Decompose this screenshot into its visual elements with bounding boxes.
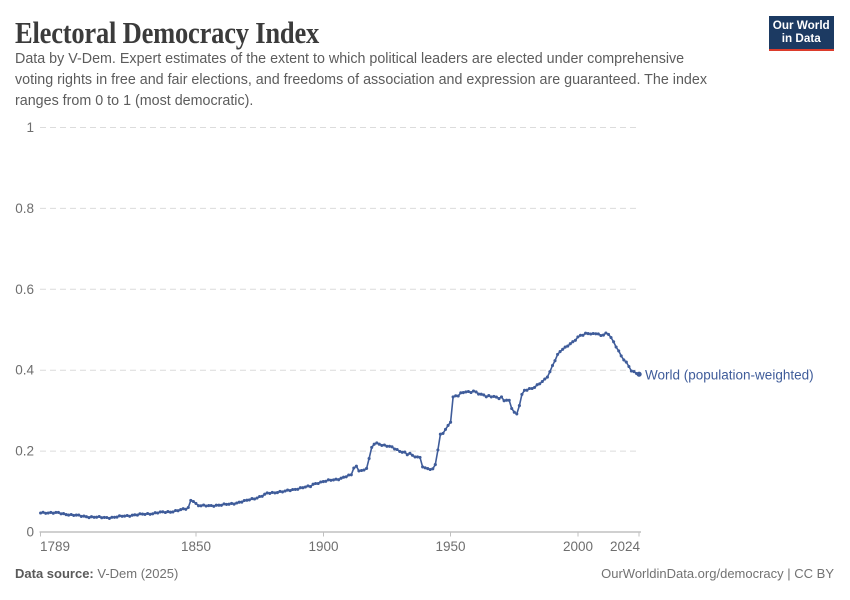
svg-text:1789: 1789 (40, 539, 70, 554)
svg-text:0: 0 (26, 525, 34, 540)
svg-text:2024: 2024 (610, 539, 641, 554)
svg-text:2000: 2000 (563, 539, 593, 554)
svg-text:1: 1 (26, 120, 34, 135)
svg-text:1950: 1950 (435, 539, 465, 554)
svg-text:1900: 1900 (308, 539, 338, 554)
svg-text:1850: 1850 (181, 539, 211, 554)
svg-text:World (population-weighted): World (population-weighted) (645, 368, 814, 383)
svg-text:0.4: 0.4 (15, 363, 34, 378)
svg-text:0.6: 0.6 (15, 282, 34, 297)
svg-text:0.8: 0.8 (15, 201, 34, 216)
svg-text:0.2: 0.2 (15, 444, 34, 459)
